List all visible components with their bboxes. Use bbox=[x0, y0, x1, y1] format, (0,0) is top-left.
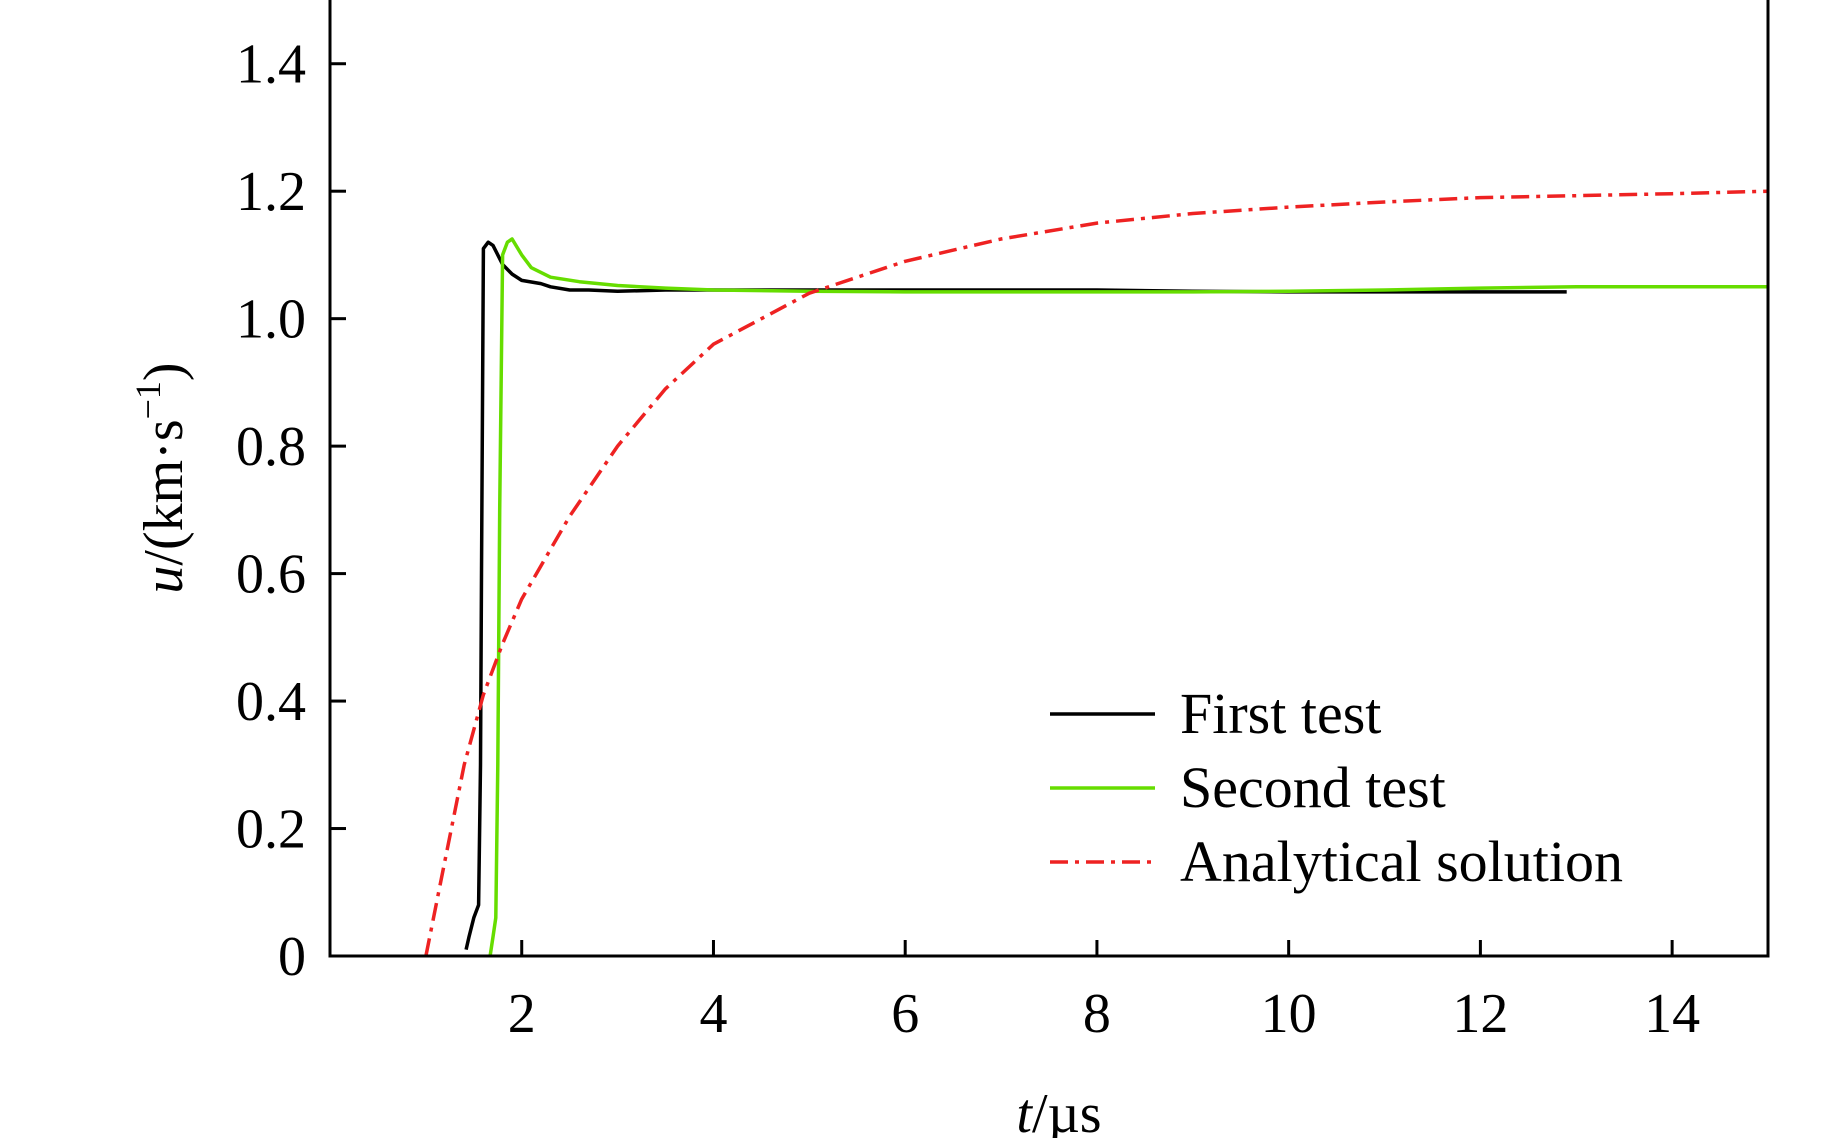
y-axis-exponent: −1 bbox=[128, 381, 168, 419]
series-layer bbox=[424, 189, 1769, 957]
x-tick-label: 14 bbox=[1644, 983, 1700, 1045]
tick-layer: 2 4 6 8 10 12 14 0 0.2 0.4 0.6 0.8 1.0 1.2 1.4 bbox=[236, 34, 1700, 1045]
legend-label: Analytical solution bbox=[1180, 829, 1623, 894]
legend: First test Second test Analytical solution bbox=[1050, 681, 1623, 894]
x-axis-unit: /µs bbox=[1032, 1083, 1102, 1138]
plot-frame bbox=[328, 0, 1770, 958]
y-tick-label: 0.8 bbox=[236, 416, 306, 478]
legend-label: First test bbox=[1180, 681, 1381, 746]
y-tick-label: 1.0 bbox=[236, 289, 306, 351]
x-tick-label: 4 bbox=[699, 983, 727, 1045]
y-axis-unit: /(km·s bbox=[133, 419, 195, 565]
legend-label: Second test bbox=[1180, 755, 1446, 820]
y-tick-label: 0.2 bbox=[236, 799, 306, 861]
series-second-test bbox=[488, 237, 1768, 957]
x-axis-title: t/µs bbox=[1016, 1083, 1101, 1138]
y-axis-close: ) bbox=[133, 362, 195, 381]
x-tick-label: 12 bbox=[1452, 983, 1508, 1045]
y-tick-label: 1.4 bbox=[236, 34, 306, 96]
y-axis-var: u bbox=[133, 566, 195, 594]
x-tick-label: 8 bbox=[1083, 983, 1111, 1045]
x-tick-label: 2 bbox=[508, 983, 536, 1045]
y-tick-label: 1.2 bbox=[236, 161, 306, 223]
x-tick-label: 6 bbox=[891, 983, 919, 1045]
y-tick-label: 0.6 bbox=[236, 544, 306, 606]
series-analytical-solution bbox=[424, 189, 1769, 957]
y-tick-label: 0.4 bbox=[236, 671, 306, 733]
x-axis-var: t bbox=[1016, 1083, 1033, 1138]
y-axis-title: u/(km·s−1) bbox=[128, 362, 195, 593]
x-tick-label: 10 bbox=[1261, 983, 1317, 1045]
y-tick-label: 0 bbox=[278, 926, 306, 988]
